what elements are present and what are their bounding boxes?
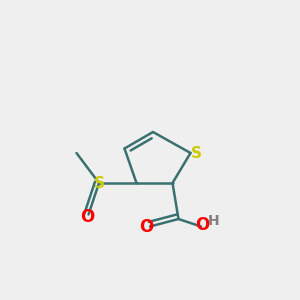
Text: O: O: [139, 218, 153, 236]
Text: O: O: [80, 208, 94, 226]
Text: H: H: [208, 214, 219, 228]
Text: O: O: [195, 216, 210, 234]
Text: S: S: [190, 146, 201, 160]
Text: S: S: [94, 176, 105, 190]
